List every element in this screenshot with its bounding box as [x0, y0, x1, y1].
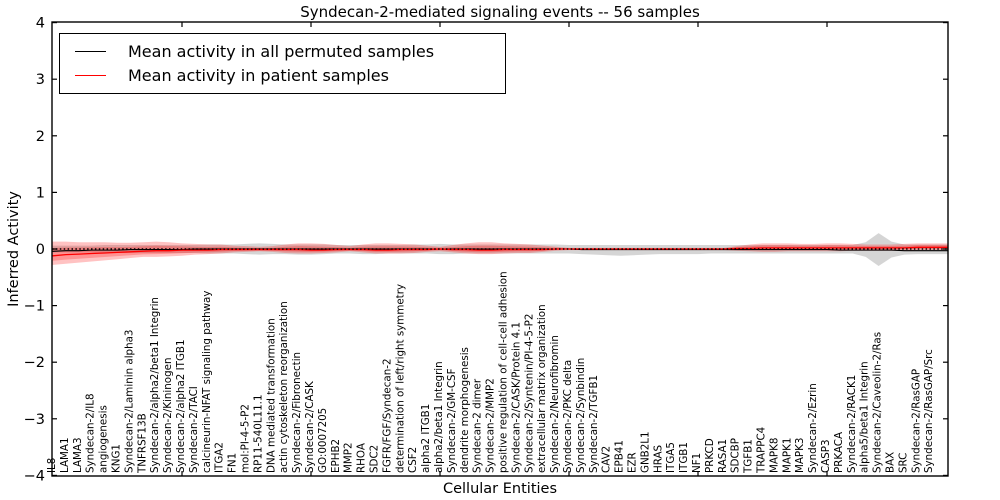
x-tick-label: Syndecan-2/Syntenin/PI-4-5-P2 [523, 314, 535, 473]
permuted-mean-line [52, 248, 948, 252]
x-tick-label: ITGA2 [214, 442, 226, 473]
x-tick-label: Syndecan-2/RasGAP/Src [923, 349, 935, 473]
x-tick-label: Syndecan-2/Synbindin [575, 358, 587, 473]
x-tick-label: Syndecan-2 dimer [472, 378, 484, 473]
y-tick-value: −1 [24, 299, 45, 315]
x-tick-label: mol:PI-4-5-P2 [240, 404, 252, 473]
x-tick-label: CAV2 [601, 446, 613, 473]
y-axis-label: Inferred Activity [6, 191, 22, 307]
x-tick-label: Syndecan-2/MMP2 [485, 378, 497, 473]
x-tick-label: BAX [885, 452, 897, 473]
x-tick-label: Syndecan-2/Caveolin-2/Ras [872, 332, 884, 473]
x-tick-label: angiogenesis [98, 405, 110, 473]
permuted-line-swatch [75, 50, 106, 52]
x-tick-label: extracellular matrix organization [536, 304, 548, 473]
x-tick-label: TGFB1 [743, 439, 755, 474]
x-tick-label: RASA1 [717, 439, 729, 473]
y-tick-value: −2 [24, 355, 45, 371]
x-tick-label: TRAPPC4 [756, 427, 768, 474]
x-tick-label: calcineurin-NFAT signaling pathway [201, 291, 213, 473]
x-tick-label: Syndecan-2/Laminin alpha3 [123, 330, 135, 473]
x-tick-label: Syndecan-2/CASK [304, 381, 316, 473]
x-tick-label: alpha5/beta1 Integrin [859, 361, 871, 473]
legend-box: Mean activity in all permuted samples Me… [59, 33, 506, 94]
x-tick-label: Syndecan-2/TACI [188, 386, 200, 473]
x-tick-label: PRKCD [704, 438, 716, 473]
x-tick-label: Syndecan-2/GM-CSF [446, 368, 458, 473]
x-tick-label: KNG1 [111, 444, 123, 473]
y-tick-value: −4 [24, 468, 45, 484]
x-tick-label: SDCBP [730, 438, 742, 473]
x-tick-label: CSF2 [407, 447, 419, 473]
x-tick-label: determination of left/right symmetry [394, 284, 406, 473]
x-tick-label: Syndecan-2/IL8 [85, 393, 97, 473]
y-tick-value: 4 [36, 16, 45, 32]
x-tick-label: actin cytoskeleton reorganization [278, 301, 290, 473]
y-tick-value: 1 [36, 185, 45, 201]
x-tick-label: EZR [627, 452, 639, 473]
x-tick-label: SRC [897, 453, 909, 473]
x-tick-label: Syndecan-2/Kininogen [162, 358, 174, 473]
x-tick-label: alpha2/beta1 Integrin [433, 361, 445, 473]
x-tick-label: Syndecan-2/TGFB1 [588, 375, 600, 473]
x-tick-label: EPHB2 [330, 439, 342, 473]
x-tick-label: Syndecan-2/CASK/Protein 4.1 [510, 322, 522, 473]
x-tick-label: SDC2 [369, 445, 381, 473]
y-tick-value: 2 [36, 129, 45, 145]
x-tick-label: EPB41 [614, 440, 626, 473]
y-tick-value: −3 [24, 412, 45, 428]
x-tick-label: Syndecan-2/RasGAP [910, 369, 922, 473]
x-tick-label: Syndecan-2/PKC delta [562, 360, 574, 473]
patient-std-band [52, 241, 948, 265]
x-tick-label: GNB2L1 [639, 431, 651, 473]
x-tick-label: LAMA1 [59, 438, 71, 474]
x-tick-label: Syndecan-2/alpha2/beta1 Integrin [149, 297, 161, 473]
x-tick-label: NF1 [691, 453, 703, 473]
patient-line-swatch [75, 75, 106, 77]
x-tick-label: dendrite morphogenesis [459, 347, 471, 473]
x-tick-label: Syndecan-2/Neurofibromin [549, 335, 561, 473]
x-axis-label: Cellular Entities [442, 481, 558, 497]
x-tick-label: PRKACA [833, 432, 845, 473]
x-tick-label: RHOA [356, 443, 368, 473]
x-tick-label: positive regulation of cell-cell adhesio… [498, 271, 510, 473]
x-tick-label: Syndecan-2/Fibronectin [291, 352, 303, 473]
x-tick-label: ITGB1 [678, 442, 690, 473]
legend-item-patient: Mean activity in patient samples [75, 66, 505, 85]
x-tick-label: alpha2 ITGB1 [420, 404, 432, 473]
x-tick-label: MMP2 [343, 442, 355, 473]
x-tick-label: GO:0007205 [317, 408, 329, 473]
x-tick-label: FGFR/FGF/Syndecan-2 [381, 358, 393, 473]
x-tick-label: HRAS [652, 445, 664, 473]
x-tick-label: DNA mediated transformation [265, 318, 277, 473]
x-tick-label: IL8 [46, 458, 58, 473]
x-tick-label: RP11-540L11.1 [252, 395, 264, 474]
x-tick-label: FN1 [227, 453, 239, 473]
x-tick-label: TNFRSF13B [136, 413, 148, 474]
x-tick-label: CASP3 [820, 439, 832, 473]
x-tick-label: MAPK3 [794, 438, 806, 473]
legend-label-permuted: Mean activity in all permuted samples [128, 41, 435, 61]
y-tick-value: 3 [36, 72, 45, 88]
chart-title: Syndecan-2-mediated signaling events -- … [300, 3, 700, 21]
x-tick-label: LAMA3 [72, 438, 84, 474]
x-tick-label: Syndecan-2/Ezrin [807, 383, 819, 473]
x-tick-label: Syndecan-2/RACK1 [846, 375, 858, 473]
x-tick-label: MAPK8 [768, 438, 780, 473]
x-tick-label: MAPK1 [781, 438, 793, 473]
legend-label-patient: Mean activity in patient samples [128, 66, 389, 86]
y-tick-value: 0 [36, 242, 45, 258]
x-tick-label: Syndecan-2/alpha2 ITGB1 [175, 339, 187, 473]
legend-item-permuted: Mean activity in all permuted samples [75, 42, 505, 61]
patient-mean-line [52, 246, 948, 257]
x-tick-label: ITGA5 [665, 442, 677, 473]
